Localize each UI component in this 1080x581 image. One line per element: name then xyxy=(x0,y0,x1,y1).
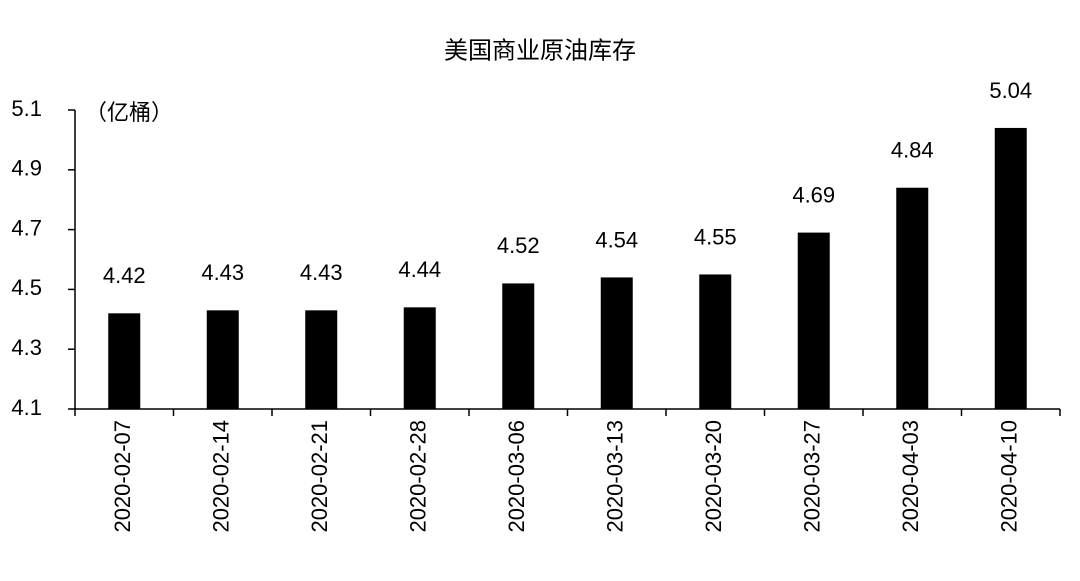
bar xyxy=(108,313,141,409)
unit-annotation: （亿桶） xyxy=(85,100,173,125)
y-tick-label: 5.1 xyxy=(11,96,42,121)
value-label: 4.84 xyxy=(891,138,934,163)
chart-title: 美国商业原油库存 xyxy=(444,37,636,64)
x-tick-label: 2020-02-21 xyxy=(307,420,332,533)
bar xyxy=(896,187,929,409)
y-tick-label: 4.7 xyxy=(11,215,42,240)
bar xyxy=(994,127,1027,409)
value-label: 4.43 xyxy=(300,260,343,285)
bar xyxy=(403,307,436,409)
bar xyxy=(502,283,535,409)
bar xyxy=(305,310,338,409)
value-label: 4.52 xyxy=(497,233,540,258)
x-tick-label: 2020-03-06 xyxy=(504,420,529,533)
bar xyxy=(206,310,239,409)
value-label: 5.04 xyxy=(989,78,1032,103)
bar xyxy=(699,274,732,409)
x-tick-label: 2020-03-13 xyxy=(603,420,628,533)
x-tick-label: 2020-02-28 xyxy=(406,420,431,533)
y-tick-label: 4.3 xyxy=(11,335,42,360)
x-tick-label: 2020-02-14 xyxy=(209,420,234,533)
x-tick-label: 2020-04-03 xyxy=(898,420,923,533)
value-label: 4.55 xyxy=(694,224,737,249)
value-label: 4.43 xyxy=(201,260,244,285)
value-label: 4.69 xyxy=(792,182,835,207)
value-label: 4.42 xyxy=(103,263,146,288)
bar xyxy=(600,277,633,409)
y-tick-label: 4.1 xyxy=(11,395,42,420)
bar xyxy=(797,232,830,409)
x-tick-label: 2020-02-07 xyxy=(110,420,135,533)
x-tick-label: 2020-03-27 xyxy=(800,420,825,533)
x-tick-label: 2020-03-20 xyxy=(701,420,726,533)
y-tick-label: 4.5 xyxy=(11,275,42,300)
value-label: 4.54 xyxy=(595,227,638,252)
value-label: 4.44 xyxy=(398,257,441,282)
x-tick-label: 2020-04-10 xyxy=(997,420,1022,533)
y-tick-label: 4.9 xyxy=(11,156,42,181)
